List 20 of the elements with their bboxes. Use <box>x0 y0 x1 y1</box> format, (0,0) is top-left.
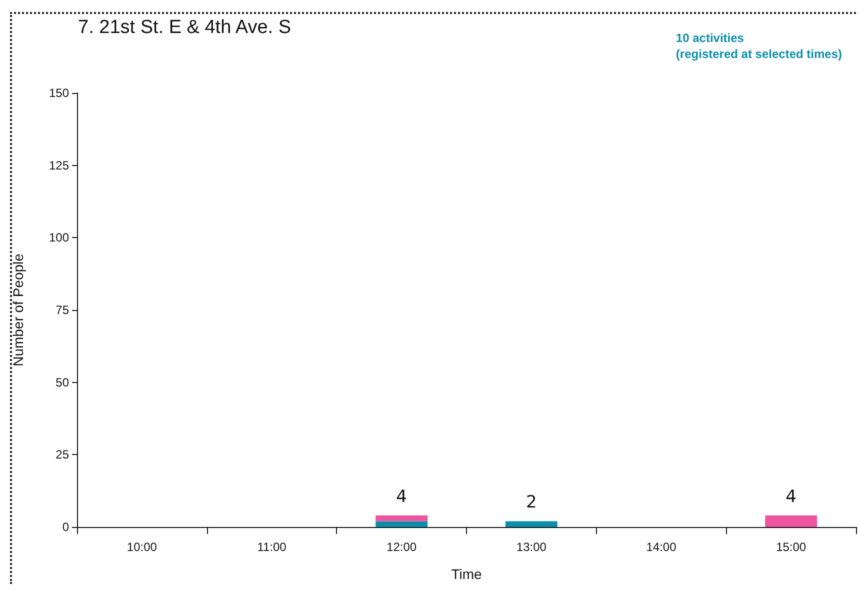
total-label: 4 <box>396 486 407 507</box>
chart-title: 7. 21st St. E & 4th Ave. S <box>78 17 291 38</box>
x-axis-title: Time <box>451 566 482 582</box>
y-tick-label: 25 <box>56 448 70 462</box>
total-label: 4 <box>786 486 796 507</box>
x-tick-label: 13:00 <box>516 540 547 554</box>
x-tick-label: 15:00 <box>776 540 806 554</box>
y-tick-label: 125 <box>48 158 70 172</box>
y-tick-label: 0 <box>62 520 70 534</box>
x-tick-label: 12:00 <box>386 540 417 554</box>
y-tick-label: 75 <box>56 303 70 317</box>
y-tick-label: 150 <box>48 86 70 100</box>
x-tick-label: 11:00 <box>257 540 287 554</box>
text: 10 activities (registered at selected times) <box>676 31 842 61</box>
total-label: 2 <box>526 492 537 513</box>
x-tick-label: 10:00 <box>126 540 158 554</box>
y-axis-title: Number of People <box>10 253 26 366</box>
y-tick-label: 50 <box>56 375 70 390</box>
x-tick-label: 14:00 <box>646 540 677 554</box>
y-tick-label: 100 <box>48 230 70 245</box>
